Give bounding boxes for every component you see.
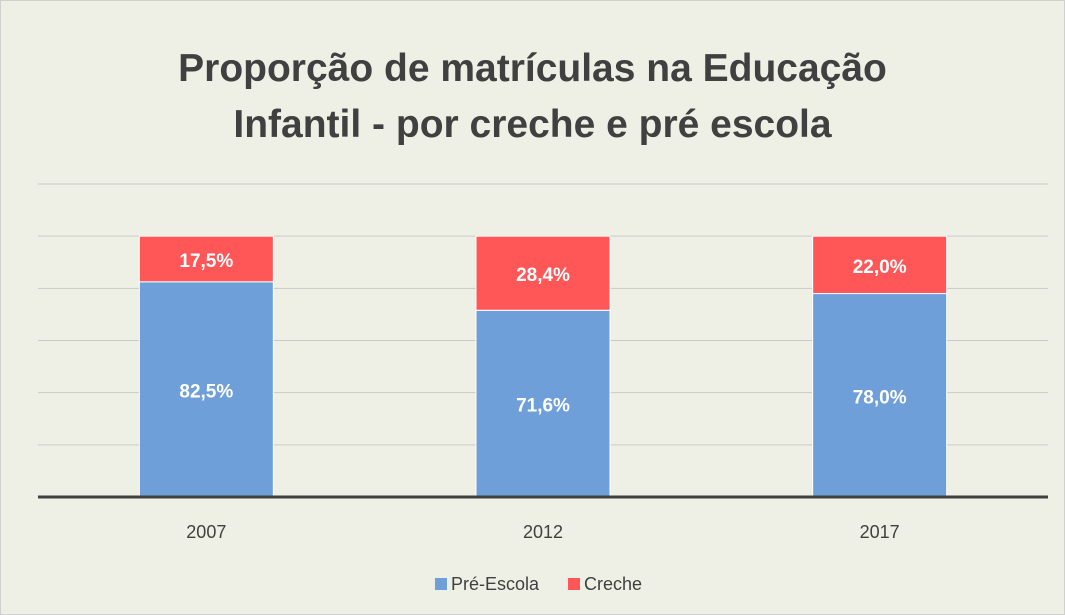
legend-label: Creche xyxy=(584,574,642,594)
x-tick-label: 2012 xyxy=(523,522,563,542)
data-label: 71,6% xyxy=(516,396,570,417)
bar-segment xyxy=(475,309,611,498)
data-label: 28,4% xyxy=(516,265,570,286)
bar-segment xyxy=(475,235,611,311)
legend-swatch xyxy=(568,578,580,590)
legend-swatch xyxy=(435,578,447,590)
x-tick-label: 2007 xyxy=(186,522,226,542)
data-label: 22,0% xyxy=(853,257,907,278)
chart-title: Proporção de matrículas na Educação Infa… xyxy=(178,47,887,146)
bar-segment xyxy=(138,281,274,498)
bar-segment xyxy=(138,235,274,283)
data-label: 17,5% xyxy=(179,251,233,272)
bar-segment xyxy=(812,293,948,498)
data-label: 82,5% xyxy=(179,381,233,402)
legend-label: Pré-Escola xyxy=(451,574,540,594)
x-tick-label: 2017 xyxy=(860,522,900,542)
bar-segment xyxy=(812,235,948,295)
data-label: 78,0% xyxy=(853,387,907,408)
